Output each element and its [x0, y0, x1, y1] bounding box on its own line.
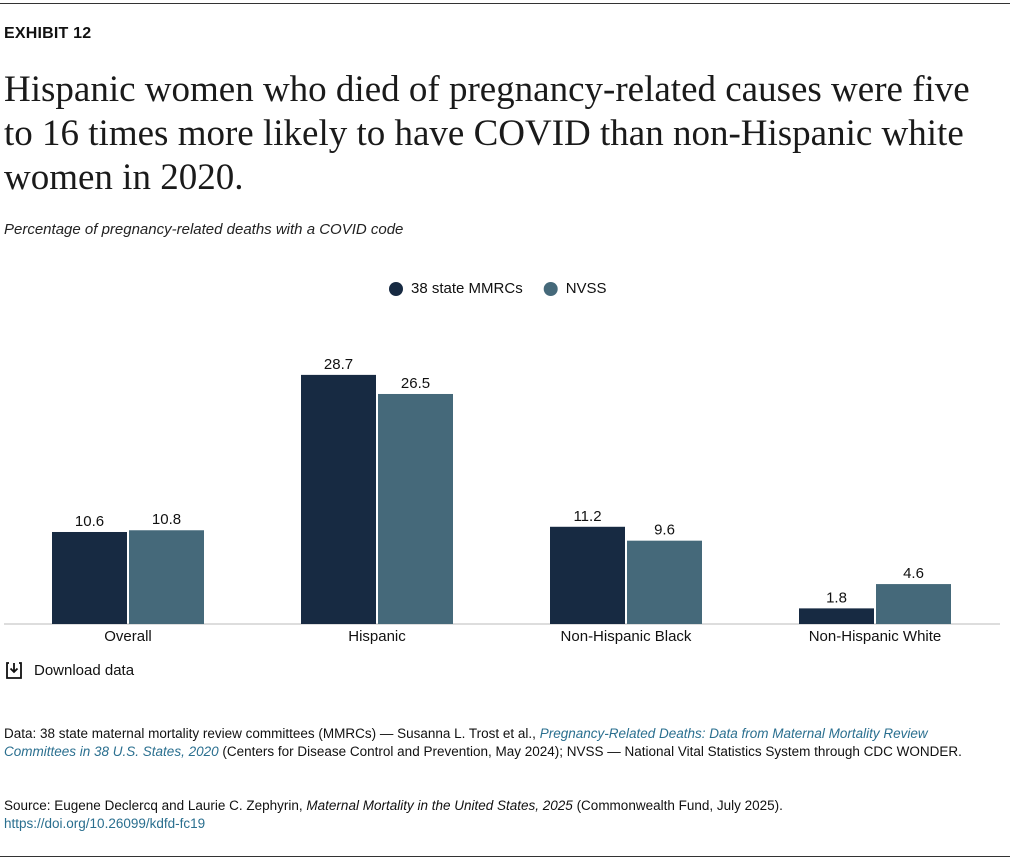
x-tick-label: Overall — [104, 628, 152, 645]
legend-swatch — [543, 282, 558, 296]
note-link[interactable]: Pregnancy-Related Deaths: Data from Mate… — [4, 726, 928, 759]
bar — [876, 584, 951, 624]
value-label: 11.2 — [573, 508, 601, 525]
data-note: Data: 38 state maternal mortality review… — [4, 725, 984, 761]
value-label: 1.8 — [826, 589, 847, 606]
note-text: Source: Eugene Declercq and Laurie C. Ze… — [4, 798, 307, 813]
exhibit-label: EXHIBIT 12 — [4, 25, 92, 42]
legend-swatch — [389, 282, 403, 296]
chart: 38 state MMRCs NVSS Overall 10.6 10.8 Hispani… — [4, 280, 1000, 645]
chart-subtitle: Percentage of pregnancy-related deaths w… — [4, 221, 404, 238]
legend-label: NVSS — [566, 280, 607, 297]
bar — [52, 531, 127, 624]
x-tick-label: Non-Hispanic Black — [561, 628, 692, 645]
value-label: 26.5 — [401, 375, 430, 392]
note-italic: Maternal Mortality in the United States,… — [306, 798, 573, 813]
x-tick-label: Hispanic — [348, 628, 406, 645]
note-text: (Centers for Disease Control and Prevent… — [218, 744, 962, 759]
download-button[interactable]: Download data — [4, 660, 134, 680]
download-icon — [6, 662, 22, 679]
note-text: (Commonwealth Fund, July 2025). — [572, 798, 783, 813]
value-label: 28.7 — [324, 356, 353, 373]
doi-link[interactable]: https://doi.org/10.26099/kdfd-fc19 — [4, 816, 206, 831]
legend-label: 38 state MMRCs — [411, 280, 523, 297]
value-label: 10.6 — [75, 513, 104, 530]
bar — [301, 374, 376, 624]
top-rule — [0, 3, 1010, 4]
bar — [627, 540, 702, 624]
source-note: Source: Eugene Declercq and Laurie C. Ze… — [4, 797, 984, 833]
bar — [799, 608, 874, 624]
value-label: 4.6 — [903, 565, 924, 582]
value-label: 10.8 — [152, 511, 181, 528]
bar — [129, 530, 204, 624]
value-label: 9.6 — [654, 522, 675, 539]
bottom-rule — [0, 856, 1010, 857]
chart-title: Hispanic women who died of pregnancy-rel… — [4, 69, 970, 198]
download-label: Download data — [34, 661, 135, 679]
bar — [550, 526, 625, 624]
x-tick-label: Non-Hispanic White — [809, 628, 942, 645]
bar — [378, 393, 453, 624]
note-text: Data: 38 state maternal mortality review… — [4, 726, 540, 741]
